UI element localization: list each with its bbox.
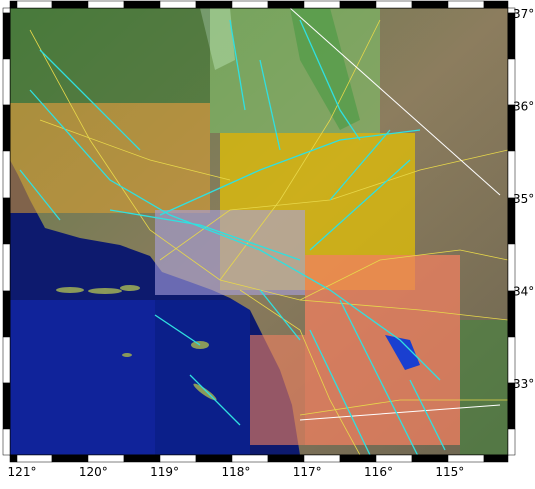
faults [19, 19, 446, 455]
frame-segment [267, 454, 305, 463]
region-green [460, 320, 508, 455]
latitude-label: 33° [513, 377, 534, 391]
frame-segment [2, 12, 11, 60]
frame-segment [2, 197, 11, 245]
frame-segment [9, 0, 18, 9]
frame-segment [195, 454, 233, 463]
longitude-label: 117° [293, 465, 322, 479]
frame-segment [411, 454, 449, 463]
latitude-label: 36° [513, 100, 534, 114]
frame-segment [375, 454, 413, 463]
frame-segment [16, 454, 53, 463]
frame-segment [87, 454, 125, 463]
frame-segment [2, 243, 11, 292]
state-border [289, 8, 501, 196]
frame-segment [507, 428, 516, 456]
frame-segment [483, 454, 509, 463]
frame-segment [159, 0, 197, 9]
longitude-label: 116° [364, 465, 393, 479]
longitude-label: 118° [221, 465, 250, 479]
latitude-label: 35° [513, 192, 534, 206]
frame-segment [87, 0, 125, 9]
frame-segment [2, 58, 11, 106]
region-red [250, 335, 305, 445]
frame-segment [9, 454, 18, 463]
frame-segment [51, 454, 89, 463]
frame-segment [195, 0, 233, 9]
frame-ticks [2, 0, 516, 463]
longitude-label: 121° [8, 465, 37, 479]
frame-segment [303, 454, 341, 463]
region-darkgreen [10, 8, 210, 103]
longitude-label: 120° [79, 465, 108, 479]
region-red [305, 255, 460, 445]
latitude-label: 37° [513, 7, 534, 21]
latitude-label: 34° [513, 285, 534, 299]
border [299, 404, 501, 421]
frame-segment [339, 0, 377, 9]
frame-segment [2, 150, 11, 199]
frame-segment [2, 336, 11, 384]
frame-segment [2, 382, 11, 430]
frame-segment [16, 0, 53, 9]
frame-segment [411, 0, 449, 9]
lake [385, 335, 420, 370]
frame-segment [339, 454, 377, 463]
frame-segment [507, 58, 516, 106]
ocean-tile [155, 300, 250, 455]
frame-segment [51, 0, 89, 9]
frame-segment [2, 7, 11, 14]
frame-segment [2, 290, 11, 338]
frame-segment [231, 0, 269, 9]
frame-segment [159, 454, 197, 463]
longitude-label: 115° [435, 465, 464, 479]
axis-labels: 121° 120° 119° 118° 117° 116° 115° 37° 36° 35° 34°… [8, 7, 535, 479]
frame-segment [2, 104, 11, 152]
frame-segment [507, 150, 516, 199]
frame-segment [303, 0, 341, 9]
frame-segment [483, 0, 509, 9]
frame-segment [123, 0, 161, 9]
frame-segment [2, 428, 11, 456]
frame-segment [447, 0, 485, 9]
longitude-label: 119° [150, 465, 179, 479]
ocean-tile [10, 300, 155, 455]
map-area [10, 8, 508, 455]
frame-segment [447, 454, 485, 463]
islands [56, 285, 217, 401]
frame-segment [123, 454, 161, 463]
frame-segment [375, 0, 413, 9]
frame-segment [231, 454, 269, 463]
frame-segment [267, 0, 305, 9]
